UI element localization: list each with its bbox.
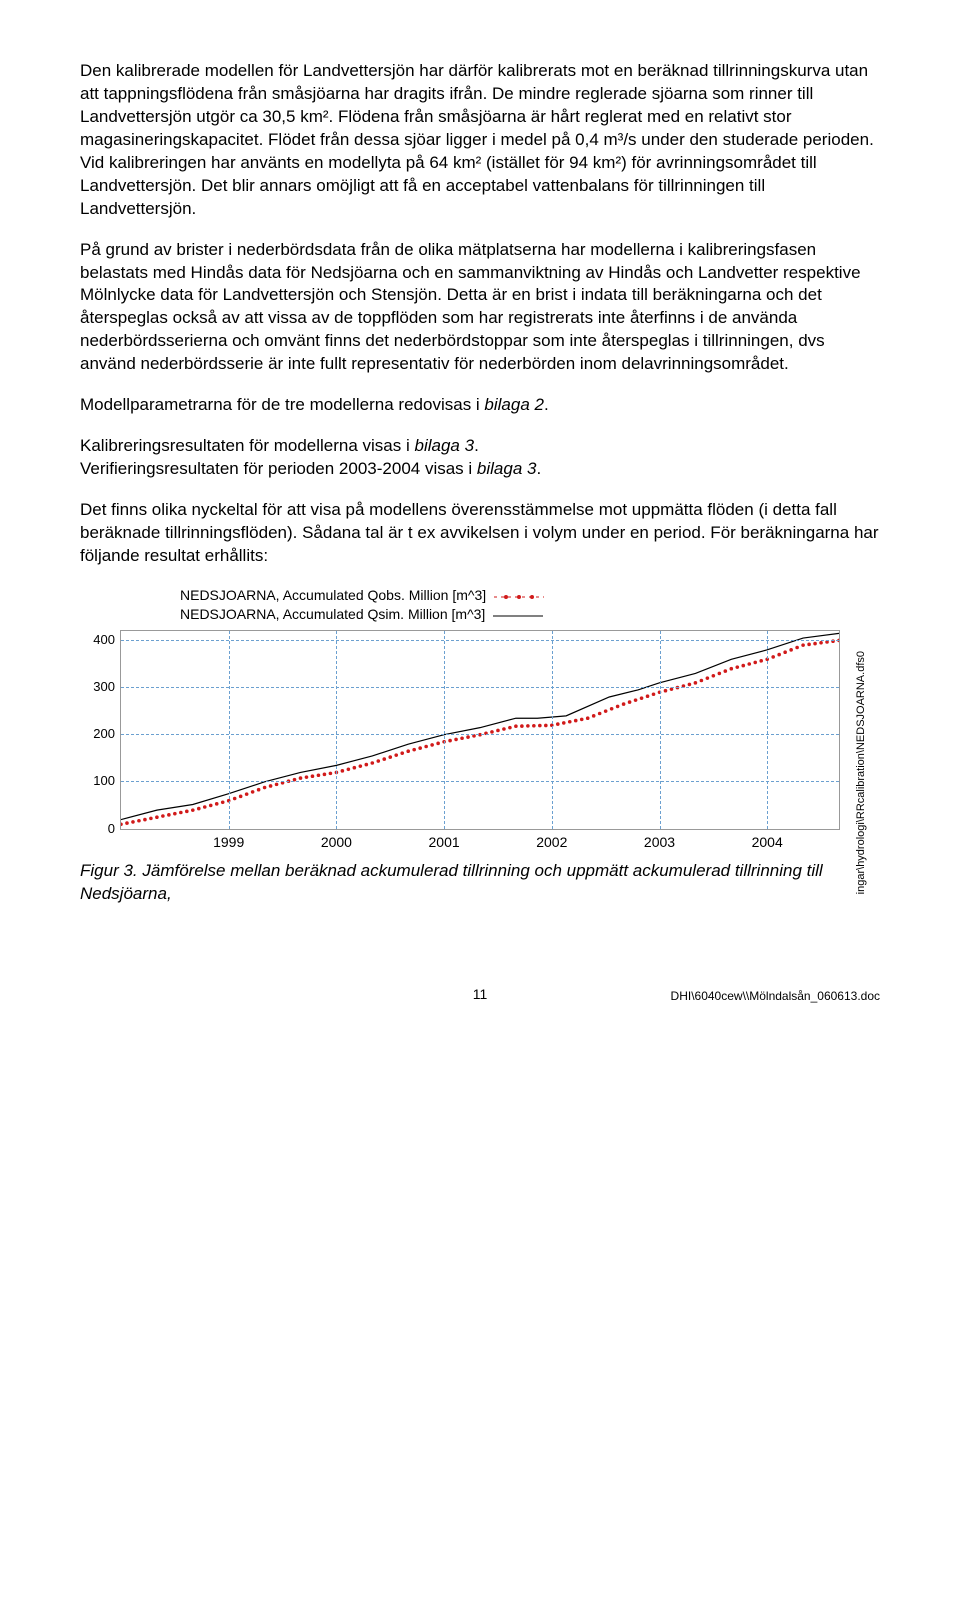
paragraph-1: Den kalibrerade modellen för Landvetters… (80, 60, 880, 221)
y-tick-label: 100 (93, 773, 121, 791)
v-gridline (229, 631, 230, 829)
x-tick-label: 1999 (213, 829, 244, 852)
x-tick-label: 2002 (536, 829, 567, 852)
text: Kalibreringsresultaten för modellerna vi… (80, 436, 415, 455)
footer-path: DHI\6040cew\\Mölndalsån_060613.doc (613, 988, 880, 1004)
legend-obs: NEDSJOARNA, Accumulated Qobs. Million [m… (180, 586, 880, 605)
paragraph-3: Modellparametrarna för de tre modellerna… (80, 394, 880, 417)
x-tick-label: 2004 (752, 829, 783, 852)
y-tick-label: 0 (108, 820, 121, 838)
x-tick-label: 2001 (429, 829, 460, 852)
legend-obs-label: NEDSJOARNA, Accumulated Qobs. Million [m… (180, 586, 486, 605)
figure-caption: Figur 3. Jämförelse mellan beräknad acku… (80, 860, 880, 906)
text: Verifieringsresultaten för perioden 2003… (80, 459, 477, 478)
x-tick-label: 2003 (644, 829, 675, 852)
ref-bilaga-3b: bilaga 3 (477, 459, 537, 478)
page-footer: 11 DHI\6040cew\\Mölndalsån_060613.doc (80, 985, 880, 1004)
legend-obs-swatch (494, 589, 544, 601)
chart-plot-area: ingar\hydrologi\RRcalibration\NEDSJOARNA… (120, 630, 840, 830)
paragraph-2: På grund av brister i nederbördsdata frå… (80, 239, 880, 377)
text: Modellparametrarna för de tre modellerna… (80, 395, 484, 414)
text: . (544, 395, 549, 414)
v-gridline (660, 631, 661, 829)
x-tick-label: 2000 (321, 829, 352, 852)
paragraph-6: Det finns olika nyckeltal för att visa p… (80, 499, 880, 568)
figure-caption-text: Jämförelse mellan beräknad ackumulerad t… (80, 861, 823, 903)
ref-bilaga-2: bilaga 2 (484, 395, 544, 414)
v-gridline (336, 631, 337, 829)
page-number: 11 (347, 985, 614, 1004)
legend-sim-label: NEDSJOARNA, Accumulated Qsim. Million [m… (180, 605, 485, 624)
text: . (536, 459, 541, 478)
legend-sim: NEDSJOARNA, Accumulated Qsim. Million [m… (180, 605, 880, 624)
v-gridline (444, 631, 445, 829)
chart-legend: NEDSJOARNA, Accumulated Qobs. Million [m… (180, 586, 880, 624)
chart-source-label: ingar\hydrologi\RRcalibration\NEDSJOARNA… (854, 651, 869, 894)
y-tick-label: 300 (93, 678, 121, 696)
ref-bilaga-3a: bilaga 3 (415, 436, 475, 455)
legend-sim-swatch (493, 608, 543, 620)
v-gridline (552, 631, 553, 829)
text: . (474, 436, 479, 455)
v-gridline (767, 631, 768, 829)
chart-container: NEDSJOARNA, Accumulated Qobs. Million [m… (80, 586, 880, 830)
figure-number: Figur 3. (80, 861, 142, 880)
y-tick-label: 200 (93, 726, 121, 744)
paragraph-4-5: Kalibreringsresultaten för modellerna vi… (80, 435, 880, 481)
y-tick-label: 400 (93, 631, 121, 649)
